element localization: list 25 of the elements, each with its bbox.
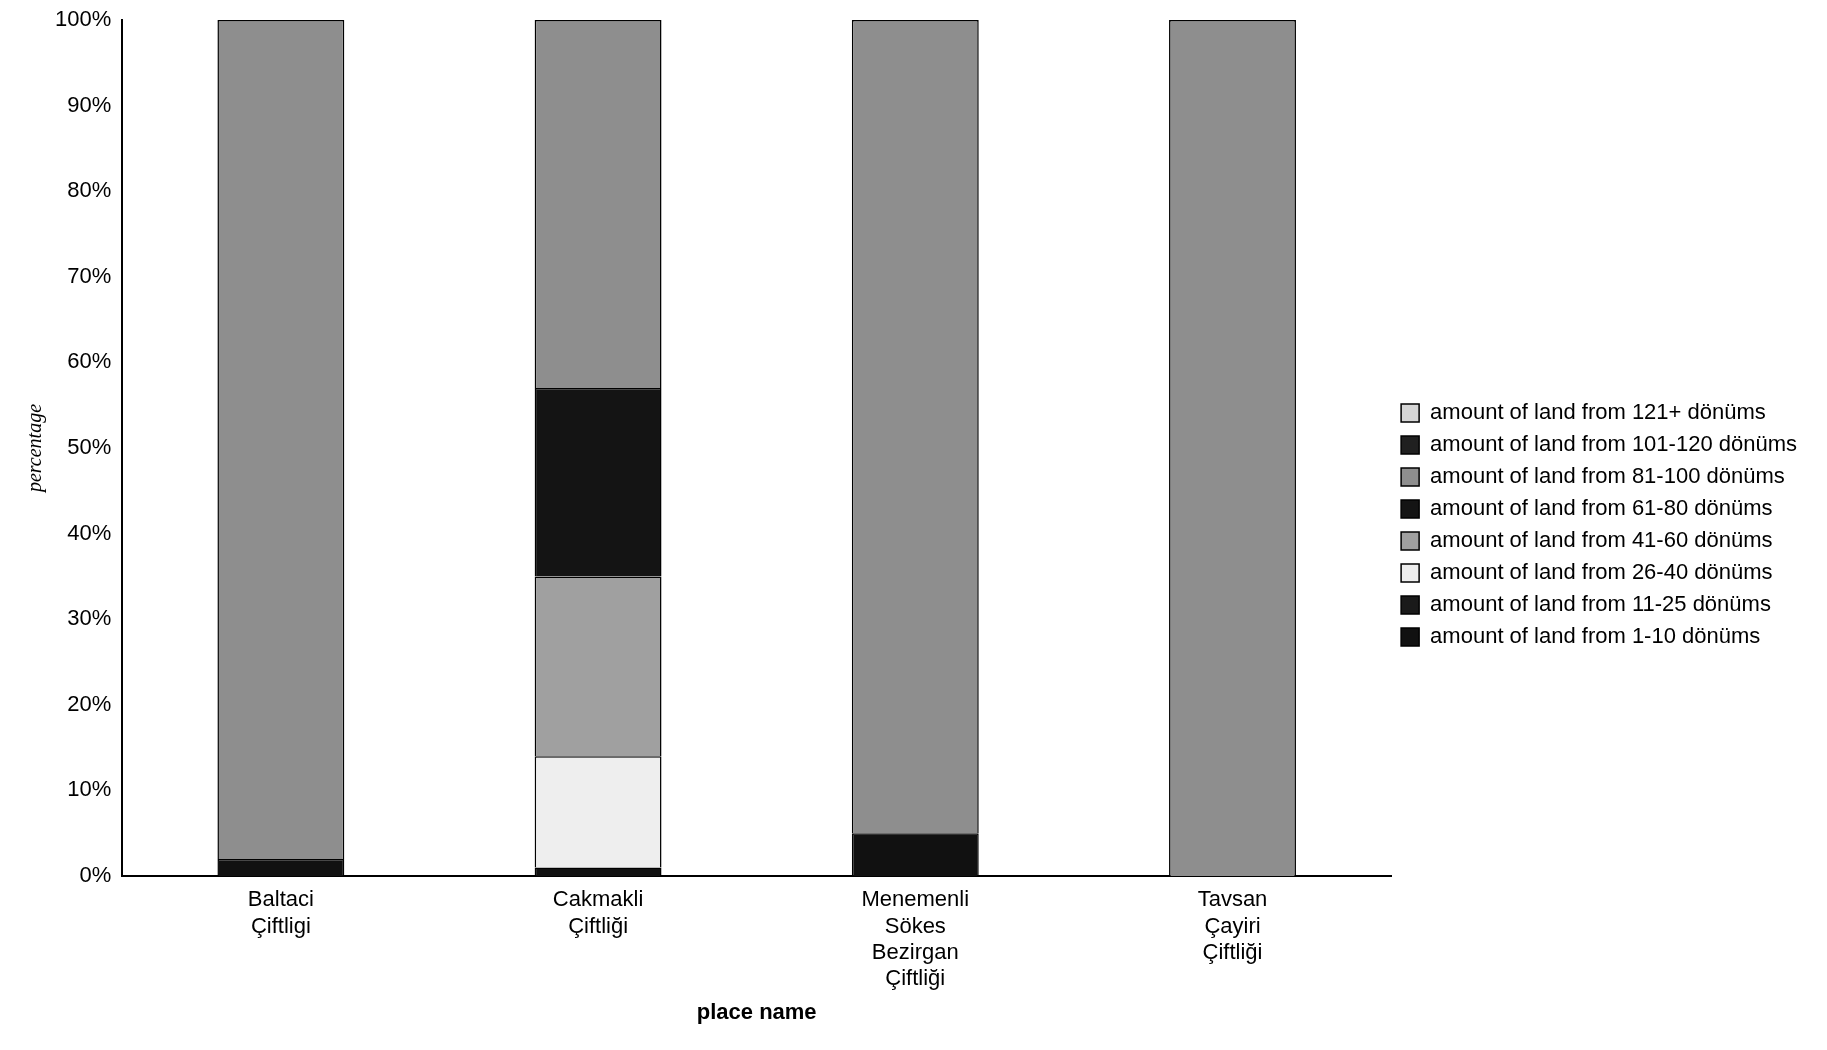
y-axis-title: percentage [23,403,47,495]
x-tick-label: Tavsan Çayiri Çiftliği [1197,886,1268,965]
y-tick-label: 50% [67,434,112,460]
x-tick-label: Baltaci Çiftligi [247,886,314,938]
legend-label: amount of land from 121+ dönüms [1430,399,1766,425]
y-tick-label: 70% [67,262,112,288]
legend-label: amount of land from 101-120 dönüms [1430,431,1797,457]
y-tick-label: 60% [67,348,112,374]
y-tick-label: 80% [67,177,112,203]
y-tick-label: 10% [67,776,112,802]
legend-label: amount of land from 81-100 dönüms [1430,463,1785,489]
x-tick-label: Menemenli Sökes Bezirgan Çiftliği [861,886,970,991]
y-tick-label: 40% [67,519,112,545]
legend-label: amount of land from 11-25 dönüms [1430,591,1771,617]
legend-label: amount of land from 1-10 dönüms [1430,623,1761,649]
x-tick-label: Cakmakli Çiftliği [552,886,644,938]
y-tick-label: 100% [54,6,112,32]
legend-label: amount of land from 26-40 dönüms [1430,559,1773,585]
x-axis-title: place name [696,998,817,1024]
y-tick-label: 20% [67,690,112,716]
y-tick-label: 90% [67,91,112,117]
y-tick-label: 0% [79,862,112,888]
y-tick-label: 30% [67,605,112,631]
legend-label: amount of land from 41-60 dönüms [1430,527,1773,553]
legend-label: amount of land from 61-80 dönüms [1430,495,1773,521]
